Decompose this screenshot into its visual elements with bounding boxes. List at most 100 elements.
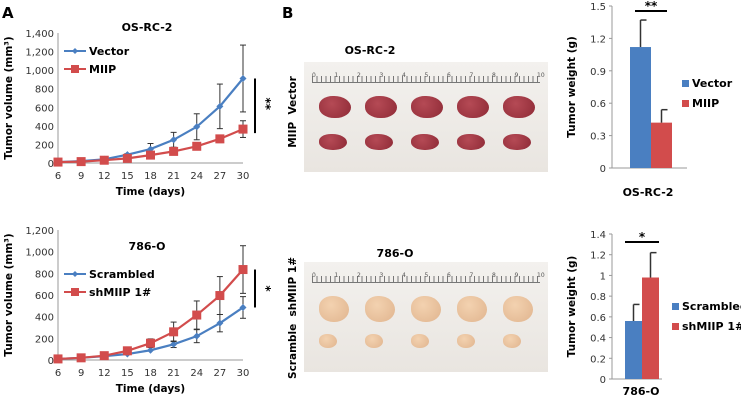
y-tick-label: 1,000 — [25, 248, 54, 259]
data-point — [170, 340, 178, 348]
x-tick-label: 6 — [55, 171, 61, 182]
chart-title: 786-O — [129, 240, 166, 253]
ruler-tick-label: 3 — [379, 72, 384, 79]
ruler-tick-label: 5 — [424, 272, 429, 279]
x-tick-label: 15 — [121, 368, 134, 379]
x-tick-label: 18 — [144, 368, 157, 379]
data-point — [215, 134, 225, 144]
x-tick-label: 21 — [167, 171, 180, 182]
ruler-tick-label: 2 — [357, 72, 361, 79]
tumor-specimen — [365, 296, 395, 322]
y-tick-label: 200 — [35, 334, 54, 345]
significance-marker: ** — [645, 0, 658, 13]
photo-title-786o: 786-O — [377, 247, 414, 260]
ruler-tick-label: 10 — [537, 272, 545, 279]
data-point — [53, 354, 63, 364]
y-tick-label: 0 — [600, 375, 606, 386]
tumor-specimen — [365, 134, 393, 150]
tumor-specimen — [457, 296, 487, 322]
ruler-tick-label: 3 — [379, 272, 384, 279]
x-tick-label: 9 — [78, 171, 84, 182]
legend-swatch — [682, 100, 689, 107]
photo-row-labels-786o: Scramble shMIIP 1# — [287, 257, 299, 379]
legend-label: Vector — [692, 77, 733, 90]
data-point — [239, 75, 247, 82]
y-tick-label: 1,200 — [25, 48, 54, 59]
y-tick-label: 800 — [35, 269, 54, 280]
tumor-specimen — [365, 334, 383, 348]
x-category-label: 786-O — [623, 385, 660, 398]
ruler-tick-label: 0 — [312, 272, 316, 279]
data-point — [216, 102, 224, 110]
y-tick-label: 400 — [35, 313, 54, 324]
legend-swatch — [672, 303, 679, 310]
x-tick-label: 6 — [55, 368, 61, 379]
legend-marker — [72, 48, 78, 54]
ruler-tick-label: 1 — [334, 72, 339, 79]
y-tick-label: 800 — [35, 85, 54, 96]
data-point — [122, 346, 132, 356]
ruler-tick-label: 5 — [424, 72, 429, 79]
chart-title: OS-RC-2 — [122, 21, 173, 34]
y-tick-label: 600 — [35, 291, 54, 302]
panel-label-a: A — [2, 4, 14, 22]
y-tick-label: 0 — [48, 159, 54, 170]
x-tick-label: 24 — [190, 368, 203, 379]
data-point — [147, 346, 154, 354]
tumor-specimen — [503, 134, 531, 150]
ruler-tick-label: 4 — [402, 72, 406, 79]
y-tick-label: 0.6 — [590, 313, 606, 324]
y-tick-label: 0.4 — [590, 334, 606, 345]
x-tick-label: 12 — [98, 368, 111, 379]
y-tick-label: 0.3 — [590, 132, 606, 143]
ruler-tick-label: 8 — [492, 72, 496, 79]
tumor-photo-osrc2: 0 1 2 3 4 5 6 7 8 9 10 — [304, 62, 548, 172]
ruler-tick-label: 9 — [514, 72, 519, 79]
tumor-specimen — [319, 296, 349, 322]
y-axis-label: Tumor weight (g) — [566, 36, 578, 138]
x-tick-label: 21 — [167, 368, 180, 379]
data-point — [192, 310, 202, 320]
y-tick-label: 0 — [48, 356, 54, 367]
tumor-specimen — [411, 334, 429, 348]
tumor-specimen — [411, 96, 443, 118]
data-point — [76, 157, 86, 167]
ruler-tick-label: 2 — [357, 272, 361, 279]
x-tick-label: 12 — [98, 171, 111, 182]
x-axis-label: Time (days) — [116, 383, 185, 395]
ruler-tick-label: 10 — [537, 72, 545, 79]
data-point — [76, 353, 86, 363]
y-tick-label: 1 — [600, 271, 606, 282]
legend-marker — [72, 271, 78, 277]
ruler-tick-label: 0 — [312, 72, 316, 79]
ruler-tick-label: 1 — [334, 272, 339, 279]
significance-marker: * — [639, 230, 646, 244]
tumor-specimen — [503, 96, 535, 118]
y-tick-label: 600 — [35, 103, 54, 114]
x-tick-label: 15 — [121, 171, 134, 182]
data-point — [99, 351, 109, 361]
legend-label: shMIIP 1# — [682, 320, 741, 333]
y-axis-label: Tumor volume (mm³) — [3, 233, 15, 356]
data-point — [215, 291, 225, 301]
data-point — [169, 327, 179, 337]
y-tick-label: 0.9 — [590, 67, 606, 78]
y-tick-label: 1,400 — [25, 29, 54, 40]
tumor-specimen — [411, 134, 439, 150]
y-tick-label: 1.2 — [590, 34, 606, 45]
ruler-tick-label: 9 — [514, 272, 519, 279]
tumor-specimen — [457, 96, 489, 118]
x-tick-label: 27 — [214, 171, 227, 182]
significance-marker: * — [259, 285, 273, 292]
legend-label: Vector — [89, 45, 130, 58]
y-tick-label: 400 — [35, 122, 54, 133]
y-tick-label: 1.4 — [590, 230, 606, 241]
data-point — [146, 150, 155, 160]
data-point — [192, 141, 202, 151]
data-point — [239, 303, 247, 311]
legend-swatch — [682, 80, 689, 87]
ruler — [312, 268, 540, 283]
data-point — [193, 332, 201, 340]
tumor-specimen — [365, 96, 397, 118]
